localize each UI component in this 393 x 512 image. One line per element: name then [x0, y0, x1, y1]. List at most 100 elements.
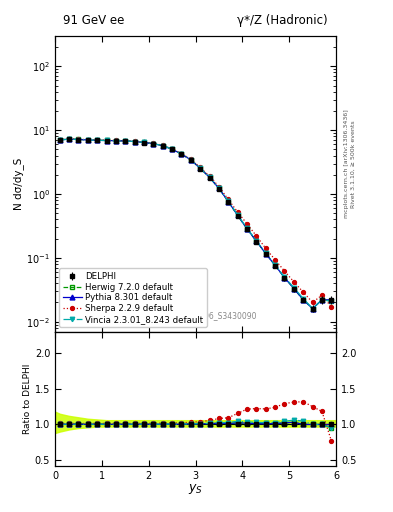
Herwig 7.2.0 default — [170, 146, 174, 152]
Pythia 8.301 default — [292, 286, 296, 292]
Sherpa 2.2.9 default — [254, 233, 259, 239]
Herwig 7.2.0 default — [273, 262, 277, 268]
Pythia 8.301 default — [151, 141, 156, 147]
Sherpa 2.2.9 default — [141, 139, 146, 145]
Text: DELPHI_1996_S3430090: DELPHI_1996_S3430090 — [163, 311, 256, 319]
Vincia 2.3.01_8.243 default — [292, 285, 296, 291]
Herwig 7.2.0 default — [132, 138, 137, 144]
Text: γ*/Z (Hadronic): γ*/Z (Hadronic) — [237, 14, 328, 27]
Pythia 8.301 default — [141, 139, 146, 145]
Sherpa 2.2.9 default — [151, 140, 156, 146]
Herwig 7.2.0 default — [189, 157, 193, 163]
Sherpa 2.2.9 default — [301, 289, 306, 295]
Vincia 2.3.01_8.243 default — [141, 139, 146, 145]
Herwig 7.2.0 default — [76, 136, 81, 142]
Herwig 7.2.0 default — [57, 137, 62, 143]
Sherpa 2.2.9 default — [207, 173, 212, 179]
Sherpa 2.2.9 default — [123, 138, 128, 144]
Herwig 7.2.0 default — [95, 137, 99, 143]
Sherpa 2.2.9 default — [245, 221, 250, 227]
Pythia 8.301 default — [329, 296, 334, 303]
Herwig 7.2.0 default — [217, 185, 221, 191]
Pythia 8.301 default — [57, 137, 62, 143]
Pythia 8.301 default — [320, 296, 324, 303]
Sherpa 2.2.9 default — [132, 138, 137, 144]
Pythia 8.301 default — [179, 151, 184, 157]
Herwig 7.2.0 default — [235, 212, 240, 219]
Pythia 8.301 default — [132, 138, 137, 144]
Vincia 2.3.01_8.243 default — [226, 198, 231, 204]
Sherpa 2.2.9 default — [282, 268, 287, 274]
Vincia 2.3.01_8.243 default — [104, 137, 109, 143]
Sherpa 2.2.9 default — [217, 184, 221, 190]
Y-axis label: Ratio to DELPHI: Ratio to DELPHI — [23, 364, 32, 434]
Text: 91 GeV ee: 91 GeV ee — [63, 14, 125, 27]
Pythia 8.301 default — [245, 226, 250, 232]
Herwig 7.2.0 default — [310, 306, 315, 312]
Vincia 2.3.01_8.243 default — [132, 138, 137, 144]
Vincia 2.3.01_8.243 default — [189, 157, 193, 163]
Pythia 8.301 default — [114, 138, 118, 144]
Pythia 8.301 default — [226, 199, 231, 205]
Sherpa 2.2.9 default — [57, 137, 62, 143]
Herwig 7.2.0 default — [301, 296, 306, 303]
Herwig 7.2.0 default — [207, 174, 212, 180]
Vincia 2.3.01_8.243 default — [179, 151, 184, 157]
Vincia 2.3.01_8.243 default — [245, 225, 250, 231]
Vincia 2.3.01_8.243 default — [273, 262, 277, 268]
Sherpa 2.2.9 default — [310, 300, 315, 306]
Pythia 8.301 default — [160, 142, 165, 148]
Sherpa 2.2.9 default — [235, 209, 240, 215]
Pythia 8.301 default — [273, 262, 277, 268]
Herwig 7.2.0 default — [114, 138, 118, 144]
Sherpa 2.2.9 default — [76, 136, 81, 142]
Herwig 7.2.0 default — [254, 238, 259, 244]
Vincia 2.3.01_8.243 default — [320, 296, 324, 303]
Vincia 2.3.01_8.243 default — [170, 146, 174, 152]
Vincia 2.3.01_8.243 default — [254, 238, 259, 244]
Pythia 8.301 default — [123, 138, 128, 144]
Pythia 8.301 default — [254, 238, 259, 244]
Y-axis label: N dσ/dy_S: N dσ/dy_S — [13, 158, 24, 210]
Pythia 8.301 default — [235, 212, 240, 219]
Vincia 2.3.01_8.243 default — [263, 250, 268, 257]
Herwig 7.2.0 default — [245, 226, 250, 232]
Herwig 7.2.0 default — [141, 139, 146, 145]
Herwig 7.2.0 default — [179, 151, 184, 157]
Sherpa 2.2.9 default — [104, 137, 109, 143]
Pythia 8.301 default — [170, 146, 174, 152]
Text: Rivet 3.1.10, ≥ 500k events: Rivet 3.1.10, ≥ 500k events — [351, 120, 356, 208]
Vincia 2.3.01_8.243 default — [57, 137, 62, 143]
Pythia 8.301 default — [282, 274, 287, 281]
Legend: DELPHI, Herwig 7.2.0 default, Pythia 8.301 default, Sherpa 2.2.9 default, Vincia: DELPHI, Herwig 7.2.0 default, Pythia 8.3… — [59, 268, 207, 327]
Pythia 8.301 default — [310, 306, 315, 312]
X-axis label: $y_S$: $y_S$ — [188, 482, 203, 496]
Pythia 8.301 default — [263, 250, 268, 257]
Sherpa 2.2.9 default — [85, 137, 90, 143]
Sherpa 2.2.9 default — [114, 137, 118, 143]
Vincia 2.3.01_8.243 default — [160, 142, 165, 148]
Vincia 2.3.01_8.243 default — [198, 165, 202, 172]
Pythia 8.301 default — [207, 174, 212, 180]
Sherpa 2.2.9 default — [226, 197, 231, 203]
Vincia 2.3.01_8.243 default — [95, 137, 99, 143]
Vincia 2.3.01_8.243 default — [114, 138, 118, 144]
Herwig 7.2.0 default — [123, 138, 128, 144]
Vincia 2.3.01_8.243 default — [301, 295, 306, 302]
Vincia 2.3.01_8.243 default — [85, 137, 90, 143]
Sherpa 2.2.9 default — [179, 151, 184, 157]
Pythia 8.301 default — [104, 137, 109, 143]
Sherpa 2.2.9 default — [292, 279, 296, 285]
Herwig 7.2.0 default — [292, 286, 296, 292]
Sherpa 2.2.9 default — [263, 245, 268, 251]
Vincia 2.3.01_8.243 default — [282, 274, 287, 280]
Sherpa 2.2.9 default — [329, 304, 334, 310]
Vincia 2.3.01_8.243 default — [310, 306, 315, 312]
Pythia 8.301 default — [301, 296, 306, 303]
Herwig 7.2.0 default — [198, 165, 202, 172]
Herwig 7.2.0 default — [329, 298, 334, 304]
Sherpa 2.2.9 default — [67, 136, 72, 142]
Pythia 8.301 default — [76, 137, 81, 143]
Sherpa 2.2.9 default — [320, 292, 324, 298]
Sherpa 2.2.9 default — [189, 156, 193, 162]
